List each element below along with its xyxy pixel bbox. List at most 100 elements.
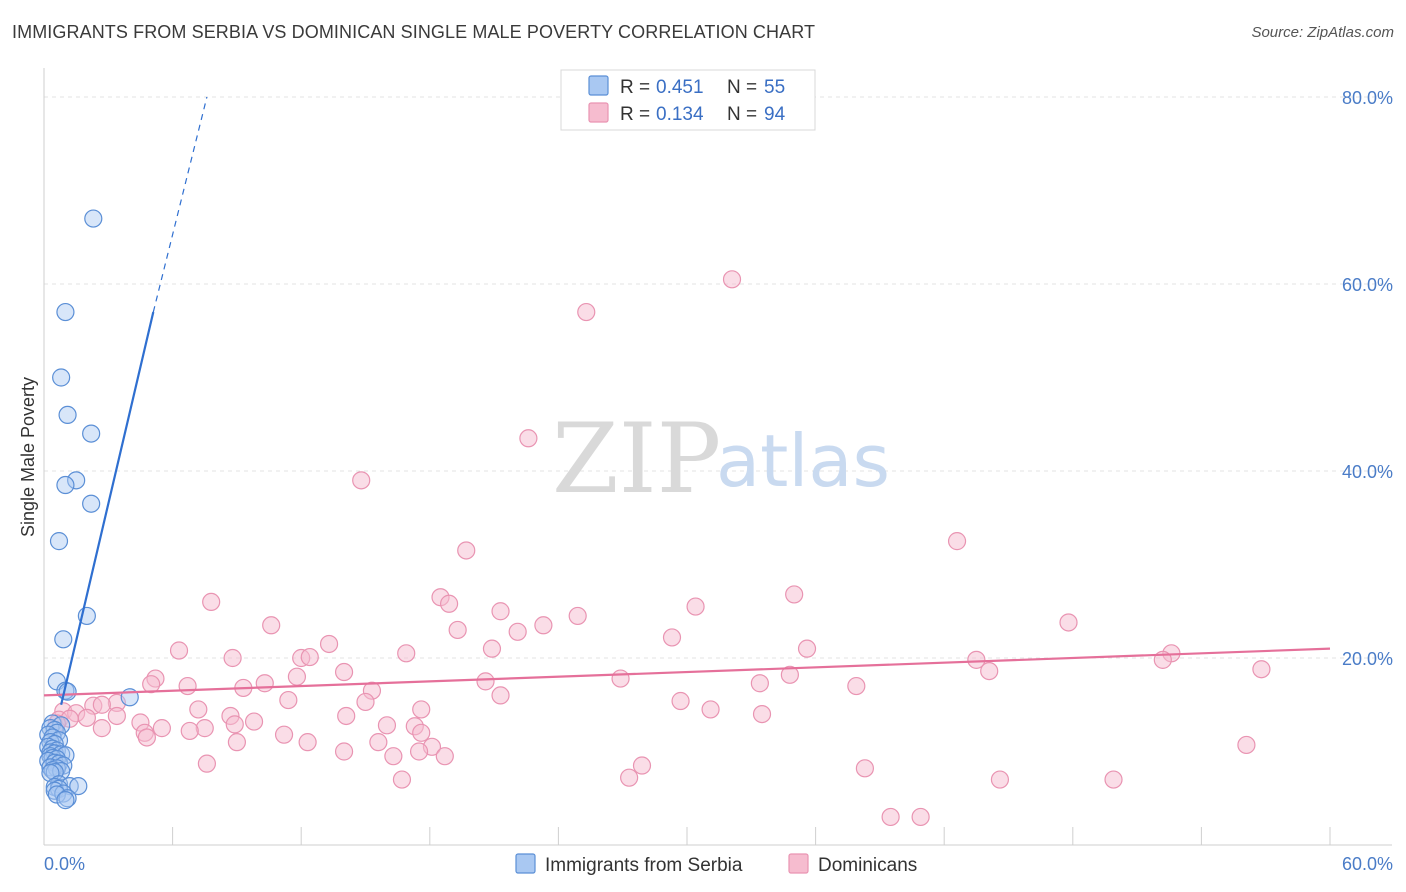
data-point-serbia [67,471,86,490]
y-tick-label: 20.0% [1342,649,1393,669]
data-point-dominicans [847,676,866,696]
data-point-serbia [82,424,101,443]
data-point-dominicans [392,770,412,789]
data-point-serbia [56,302,75,322]
data-point-dominicans [752,704,772,724]
data-point-dominicans [632,756,652,775]
legend-r-value-2: 0.134 [656,104,704,125]
data-point-dominicans [911,807,930,827]
data-point-dominicans [620,768,639,787]
data-point-dominicans [225,715,244,734]
trend-line-dominicans [43,647,1331,697]
data-point-dominicans [534,616,553,635]
data-point-serbia [52,368,71,387]
data-point-dominicans [189,700,208,719]
data-point-serbia [54,630,73,649]
chart-title: IMMIGRANTS FROM SERBIA VS DOMINICAN SING… [12,22,816,42]
legend-r-label-2: R = [620,104,650,125]
data-point-dominicans [137,728,156,747]
data-point-dominicans [178,676,197,696]
series-legend: Immigrants from Serbia Dominicans [515,853,917,876]
data-point-dominicans [319,634,339,654]
data-point-dominicans [797,639,817,658]
data-point-serbia [49,532,69,551]
data-point-dominicans [180,721,199,741]
data-point-dominicans [439,594,459,613]
data-point-dominicans [1237,735,1256,755]
bottom-legend-swatch-serbia [515,853,536,874]
x-tick-labels: 0.0% 60.0% [44,854,1393,874]
data-point-dominicans [223,648,242,668]
data-point-serbia [58,682,77,701]
data-point-dominicans [990,770,1010,789]
data-point-serbia [58,405,77,424]
data-point-dominicans [412,723,431,742]
data-point-dominicans [244,712,264,731]
data-point-dominicans [519,429,538,448]
data-point-dominicans [780,665,799,684]
bottom-legend-label-dominicans: Dominicans [818,855,917,876]
data-point-dominicans [152,719,171,738]
data-point-dominicans [397,644,416,663]
data-point-dominicans [947,532,967,551]
data-point-dominicans [1059,613,1078,632]
legend-n-label-1: N = [727,77,757,98]
data-point-dominicans [476,672,495,691]
data-point-dominicans [508,622,527,641]
data-point-dominicans [287,667,307,686]
data-point-dominicans [577,302,596,322]
data-point-dominicans [980,661,999,681]
data-point-dominicans [491,602,510,621]
data-point-serbia [56,475,75,495]
data-point-dominicans [352,471,371,490]
data-point-dominicans [142,675,161,694]
data-point-serbia [82,494,101,513]
series-dominicans [47,270,1271,827]
data-point-dominicans [298,733,317,752]
data-point-dominicans [701,700,720,719]
bottom-legend-swatch-dominicans [788,853,809,874]
data-point-serbia [56,791,75,810]
data-point-dominicans [334,662,354,682]
data-point-dominicans [255,674,274,693]
data-point-dominicans [435,747,454,766]
y-tick-labels: 20.0% 40.0% 60.0% 80.0% [1342,88,1393,669]
y-tick-label: 80.0% [1342,88,1393,108]
data-point-dominicans [855,759,874,778]
data-point-dominicans [274,725,294,744]
data-point-dominicans [337,706,356,726]
data-point-dominicans [1104,770,1123,789]
y-tick-label: 40.0% [1342,462,1393,482]
data-point-dominicans [279,690,298,710]
data-point-dominicans [300,647,319,667]
x-tick-label-max: 60.0% [1342,854,1393,874]
legend-n-value-2: 94 [764,104,786,125]
legend-n-label-2: N = [727,104,757,125]
watermark: ZIP atlas [552,403,890,515]
data-point-dominicans [662,628,682,647]
bottom-legend-label-serbia: Immigrants from Serbia [545,855,743,876]
data-point-dominicans [107,706,126,726]
data-point-serbia [69,776,88,796]
data-point-dominicans [750,674,769,693]
data-point-dominicans [369,733,388,752]
data-point-dominicans [356,692,375,712]
gridlines [44,96,1392,659]
trend-line-serbia-extension [152,96,208,313]
data-point-dominicans [262,616,281,635]
data-point-dominicans [722,270,742,289]
legend-r-label-1: R = [620,77,650,98]
data-point-dominicans [482,639,502,658]
data-point-dominicans [448,620,467,640]
data-point-serbia [84,209,103,228]
axes [43,68,1392,846]
trend-line-serbia [60,311,155,706]
data-point-dominicans [377,716,397,735]
data-point-dominicans [491,686,510,705]
data-point-dominicans [686,597,705,616]
data-point-dominicans [227,733,246,752]
data-point-dominicans [197,754,216,773]
data-point-dominicans [77,708,96,727]
watermark-atlas: atlas [716,419,890,503]
